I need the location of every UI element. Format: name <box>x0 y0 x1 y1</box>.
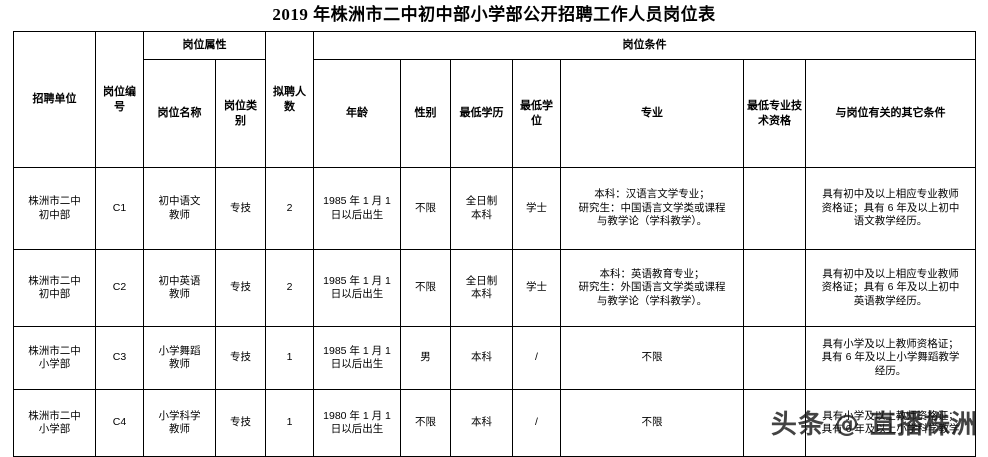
table-body: 株洲市二中 初中部 C1 初中语文 教师 专技 2 1985 年 1 月 1 日… <box>13 167 977 457</box>
cell-job-name: 小学科学 教师 <box>143 389 216 457</box>
header-min-degree: 最低学位 <box>512 59 561 168</box>
cell-other-conditions: 具有小学及以上教师资格证； 具有 6 年及以上小学科学教学 <box>804 389 977 457</box>
table-container: 招聘单位 岗位编号 岗位属性 拟聘人数 岗位条件 岗位名称 岗位类别 年龄 性别… <box>0 31 988 457</box>
cell-job-name: 小学舞蹈 教师 <box>143 326 216 390</box>
cell-job-name: 初中语文 教师 <box>143 167 216 250</box>
job-positions-table: 招聘单位 岗位编号 岗位属性 拟聘人数 岗位条件 岗位名称 岗位类别 年龄 性别… <box>13 31 977 457</box>
cell-min-professional-qualification <box>743 249 806 327</box>
cell-planned-hires: 1 <box>265 389 314 457</box>
cell-planned-hires: 2 <box>265 167 314 250</box>
cell-major: 不限 <box>560 389 744 457</box>
cell-recruiting-unit: 株洲市二中 小学部 <box>13 326 96 390</box>
cell-min-degree: / <box>512 389 561 457</box>
cell-job-number: C2 <box>95 249 144 327</box>
page-title: 2019 年株洲市二中初中部小学部公开招聘工作人员岗位表 <box>272 5 716 24</box>
header-planned-hires: 拟聘人数 <box>265 31 314 168</box>
cell-age: 1985 年 1 月 1 日以后出生 <box>313 326 401 390</box>
table-row: 株洲市二中 初中部 C1 初中语文 教师 专技 2 1985 年 1 月 1 日… <box>13 167 977 250</box>
cell-gender: 不限 <box>400 249 451 327</box>
header-group-job-conditions: 岗位条件 <box>312 31 977 60</box>
cell-other-conditions: 具有初中及以上相应专业教师 资格证；具有 6 年及以上初中 语文教学经历。 <box>804 167 977 250</box>
cell-job-category: 专技 <box>215 389 266 457</box>
cell-min-education: 本科 <box>450 326 513 390</box>
header-job-number: 岗位编号 <box>95 31 144 168</box>
cell-recruiting-unit: 株洲市二中 初中部 <box>13 249 96 327</box>
header-row-sub: 岗位名称 岗位类别 年龄 性别 最低学历 最低学位 专业 最低专业技术资格 与岗… <box>14 59 977 168</box>
cell-gender: 不限 <box>400 167 451 250</box>
header-min-education: 最低学历 <box>450 59 513 168</box>
header-recruiting-unit: 招聘单位 <box>13 31 96 168</box>
cell-age: 1985 年 1 月 1 日以后出生 <box>313 167 401 250</box>
cell-other-conditions: 具有小学及以上教师资格证； 具有 6 年及以上小学舞蹈教学 经历。 <box>804 326 977 390</box>
header-major: 专业 <box>560 59 744 168</box>
cell-min-professional-qualification <box>743 326 806 390</box>
cell-job-category: 专技 <box>215 326 266 390</box>
table-row: 株洲市二中 小学部 C3 小学舞蹈 教师 专技 1 1985 年 1 月 1 日… <box>13 326 977 390</box>
header-job-name: 岗位名称 <box>143 59 216 168</box>
table-row: 株洲市二中 初中部 C2 初中英语 教师 专技 2 1985 年 1 月 1 日… <box>13 249 977 327</box>
cell-major: 本科：汉语言文学专业； 研究生：中国语言文学类或课程 与教学论（学科教学）。 <box>560 167 744 250</box>
cell-min-education: 本科 <box>450 389 513 457</box>
header-group-job-attribute: 岗位属性 <box>143 31 266 60</box>
cell-planned-hires: 1 <box>265 326 314 390</box>
cell-recruiting-unit: 株洲市二中 初中部 <box>13 167 96 250</box>
header-other-conditions: 与岗位有关的其它条件 <box>804 59 977 168</box>
cell-job-number: C4 <box>95 389 144 457</box>
cell-min-degree: 学士 <box>512 249 561 327</box>
cell-gender: 男 <box>400 326 451 390</box>
header-row-group: 招聘单位 岗位编号 岗位属性 拟聘人数 岗位条件 <box>13 31 977 168</box>
cell-gender: 不限 <box>400 389 451 457</box>
cell-job-category: 专技 <box>215 249 266 327</box>
cell-age: 1980 年 1 月 1 日以后出生 <box>313 389 401 457</box>
cell-planned-hires: 2 <box>265 249 314 327</box>
page-root: 2019 年株洲市二中初中部小学部公开招聘工作人员岗位表 招聘单位 <box>13 5 977 457</box>
cell-major: 不限 <box>560 326 744 390</box>
cell-job-category: 专技 <box>215 167 266 250</box>
table-header: 招聘单位 岗位编号 岗位属性 拟聘人数 岗位条件 岗位名称 岗位类别 年龄 性别… <box>13 31 977 168</box>
cell-other-conditions: 具有初中及以上相应专业教师 资格证；具有 6 年及以上初中 英语教学经历。 <box>804 249 977 327</box>
cell-job-number: C1 <box>95 167 144 250</box>
cell-age: 1985 年 1 月 1 日以后出生 <box>313 249 401 327</box>
cell-min-professional-qualification <box>743 167 806 250</box>
header-job-category: 岗位类别 <box>215 59 266 168</box>
header-min-professional-qualification: 最低专业技术资格 <box>743 59 806 168</box>
table-row: 株洲市二中 小学部 C4 小学科学 教师 专技 1 1980 年 1 月 1 日… <box>13 389 977 457</box>
header-age: 年龄 <box>313 59 401 168</box>
cell-job-name: 初中英语 教师 <box>143 249 216 327</box>
cell-min-degree: 学士 <box>512 167 561 250</box>
cell-job-number: C3 <box>95 326 144 390</box>
cell-min-education: 全日制 本科 <box>450 167 513 250</box>
header-gender: 性别 <box>400 59 451 168</box>
cell-recruiting-unit: 株洲市二中 小学部 <box>13 389 96 457</box>
cell-min-degree: / <box>512 326 561 390</box>
cell-min-education: 全日制 本科 <box>450 249 513 327</box>
cell-min-professional-qualification <box>743 389 806 457</box>
cell-major: 本科：英语教育专业； 研究生：外国语言文学类或课程 与教学论（学科教学）。 <box>560 249 744 327</box>
